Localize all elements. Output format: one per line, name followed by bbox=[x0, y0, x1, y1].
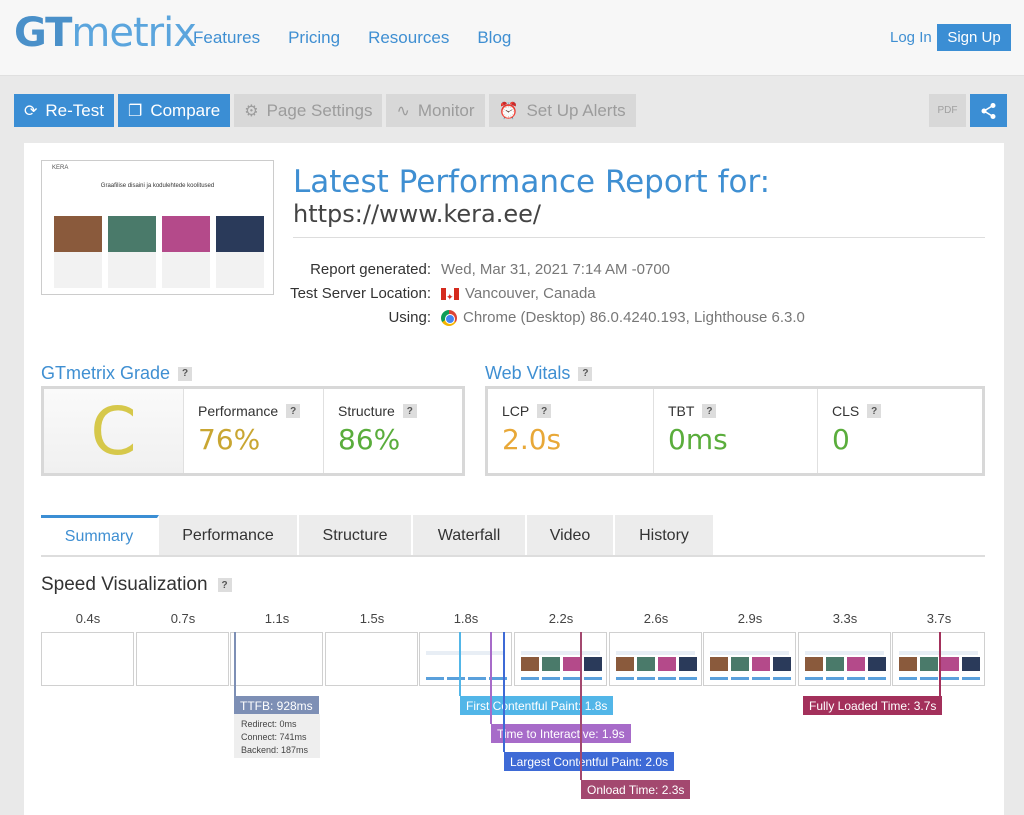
web-vitals-box: LCP? 2.0s TBT? 0ms CLS? 0 bbox=[485, 386, 985, 476]
fully-loaded-line bbox=[939, 632, 941, 696]
signup-button[interactable]: Sign Up bbox=[937, 24, 1011, 51]
fcp-marker: First Contentful Paint: 1.8s bbox=[460, 696, 614, 715]
filmstrip-frame[interactable] bbox=[703, 632, 796, 686]
fully-loaded-marker: Fully Loaded Time: 3.7s bbox=[803, 696, 943, 715]
frame-time-label: 0.4s bbox=[75, 611, 101, 626]
tab-video[interactable]: Video bbox=[527, 515, 615, 556]
frame-time-label: 2.6s bbox=[643, 611, 669, 626]
nav-resources[interactable]: Resources bbox=[368, 28, 450, 47]
gtmetrix-logo[interactable]: GTmetrix bbox=[14, 10, 197, 56]
lcp-line bbox=[503, 632, 505, 752]
report-toolbar: ⟳ Re-Test ❐ Compare ⚙ Page Settings ∿ Mo… bbox=[14, 94, 636, 127]
nav-pricing[interactable]: Pricing bbox=[288, 28, 341, 47]
help-icon[interactable]: ? bbox=[867, 404, 882, 418]
tti-line bbox=[490, 632, 492, 724]
grade-title: GTmetrix Grade ? bbox=[41, 363, 193, 384]
main-nav: Features Pricing Resources Blog bbox=[193, 28, 539, 48]
ttfb-line bbox=[234, 632, 236, 696]
filmstrip-frame[interactable] bbox=[325, 632, 418, 686]
help-icon[interactable]: ? bbox=[537, 404, 552, 418]
tab-history[interactable]: History bbox=[615, 515, 715, 556]
location-value: Vancouver, Canada bbox=[465, 285, 596, 302]
lcp-marker: Largest Contentful Paint: 2.0s bbox=[504, 752, 675, 771]
frame-time-label: 1.1s bbox=[264, 611, 290, 626]
lcp-metric: LCP? 2.0s bbox=[488, 389, 654, 473]
filmstrip-frame[interactable] bbox=[419, 632, 512, 686]
alarm-clock-icon: ⏰ bbox=[498, 102, 519, 120]
page-settings-button[interactable]: ⚙ Page Settings bbox=[234, 94, 383, 127]
help-icon[interactable]: ? bbox=[286, 404, 301, 418]
help-icon[interactable]: ? bbox=[217, 578, 232, 592]
frame-time-label: 3.3s bbox=[832, 611, 858, 626]
filmstrip-frame[interactable] bbox=[798, 632, 891, 686]
frame-time-label: 1.5s bbox=[359, 611, 385, 626]
canada-flag-icon bbox=[441, 285, 459, 309]
retest-button[interactable]: ⟳ Re-Test bbox=[14, 94, 114, 127]
tab-performance[interactable]: Performance bbox=[159, 515, 299, 556]
page-screenshot[interactable]: KERA Graafilise disaini ja kodulehtede k… bbox=[41, 160, 274, 295]
site-header: GTmetrix Features Pricing Resources Blog… bbox=[0, 0, 1024, 76]
tbt-metric: TBT? 0ms bbox=[654, 389, 818, 473]
tabs-underline bbox=[41, 555, 985, 557]
thumb-headline: Graafilise disaini ja kodulehtede koolit… bbox=[100, 183, 215, 189]
fcp-line bbox=[459, 632, 461, 696]
filmstrip-frame[interactable] bbox=[41, 632, 134, 686]
filmstrip-frame[interactable] bbox=[892, 632, 985, 686]
help-icon[interactable]: ? bbox=[402, 404, 417, 418]
frame-time-label: 3.7s bbox=[926, 611, 952, 626]
filmstrip-frame[interactable] bbox=[230, 632, 323, 686]
pdf-download-button[interactable]: PDF bbox=[929, 94, 966, 127]
compare-icon: ❐ bbox=[127, 102, 143, 120]
performance-score: Performance? 76% bbox=[184, 389, 324, 473]
monitor-button[interactable]: ∿ Monitor bbox=[386, 94, 485, 127]
grade-letter: C bbox=[44, 389, 184, 473]
frame-time-label: 1.8s bbox=[453, 611, 479, 626]
filmstrip-frame[interactable] bbox=[609, 632, 702, 686]
generated-value: Wed, Mar 31, 2021 7:14 AM -0700 bbox=[441, 261, 671, 278]
chrome-icon bbox=[441, 310, 457, 326]
using-value: Chrome (Desktop) 86.0.4240.193, Lighthou… bbox=[463, 309, 805, 326]
frame-time-label: 2.9s bbox=[737, 611, 763, 626]
frame-time-label: 2.2s bbox=[548, 611, 574, 626]
filmstrip-frame[interactable] bbox=[136, 632, 229, 686]
pulse-icon: ∿ bbox=[396, 102, 410, 120]
gear-icon: ⚙ bbox=[244, 102, 259, 120]
tab-waterfall[interactable]: Waterfall bbox=[413, 515, 527, 556]
help-icon[interactable]: ? bbox=[578, 366, 593, 381]
alerts-button[interactable]: ⏰ Set Up Alerts bbox=[488, 94, 636, 127]
grade-box: C Performance? 76% Structure? 86% bbox=[41, 386, 465, 476]
help-icon[interactable]: ? bbox=[178, 366, 193, 381]
nav-features[interactable]: Features bbox=[193, 28, 261, 47]
nav-blog[interactable]: Blog bbox=[477, 28, 512, 47]
report-url: https://www.kera.ee/ bbox=[293, 200, 541, 228]
share-icon bbox=[981, 102, 995, 119]
ttfb-breakdown: Redirect: 0ms Connect: 741ms Backend: 18… bbox=[234, 714, 320, 758]
compare-button[interactable]: ❐ Compare bbox=[117, 94, 231, 127]
tab-summary[interactable]: Summary bbox=[41, 515, 159, 556]
onload-marker: Onload Time: 2.3s bbox=[581, 780, 691, 799]
divider bbox=[293, 237, 985, 238]
report-meta-labels: Report generated: Test Server Location: … bbox=[290, 261, 431, 326]
structure-score: Structure? 86% bbox=[324, 389, 462, 473]
refresh-icon: ⟳ bbox=[24, 102, 38, 120]
login-link[interactable]: Log In bbox=[890, 29, 932, 46]
web-vitals-title: Web Vitals ? bbox=[485, 363, 593, 384]
onload-line bbox=[580, 632, 582, 780]
ttfb-marker: TTFB: 928ms bbox=[234, 696, 319, 715]
pdf-icon: PDF bbox=[937, 105, 958, 116]
share-button[interactable] bbox=[970, 94, 1007, 127]
thumb-brand: KERA bbox=[52, 165, 69, 171]
tab-structure[interactable]: Structure bbox=[299, 515, 413, 556]
filmstrip-frame[interactable] bbox=[514, 632, 607, 686]
report-title: Latest Performance Report for: bbox=[293, 164, 771, 200]
frame-time-label: 0.7s bbox=[170, 611, 196, 626]
report-tabs: Summary Performance Structure Waterfall … bbox=[41, 515, 715, 556]
help-icon[interactable]: ? bbox=[702, 404, 717, 418]
thumb-cards bbox=[54, 216, 264, 288]
tti-marker: Time to Interactive: 1.9s bbox=[491, 724, 631, 743]
report-meta-values: Wed, Mar 31, 2021 7:14 AM -0700 Vancouve… bbox=[441, 258, 805, 330]
cls-metric: CLS? 0 bbox=[818, 389, 982, 473]
speed-visualization-title: Speed Visualization ? bbox=[41, 574, 232, 596]
